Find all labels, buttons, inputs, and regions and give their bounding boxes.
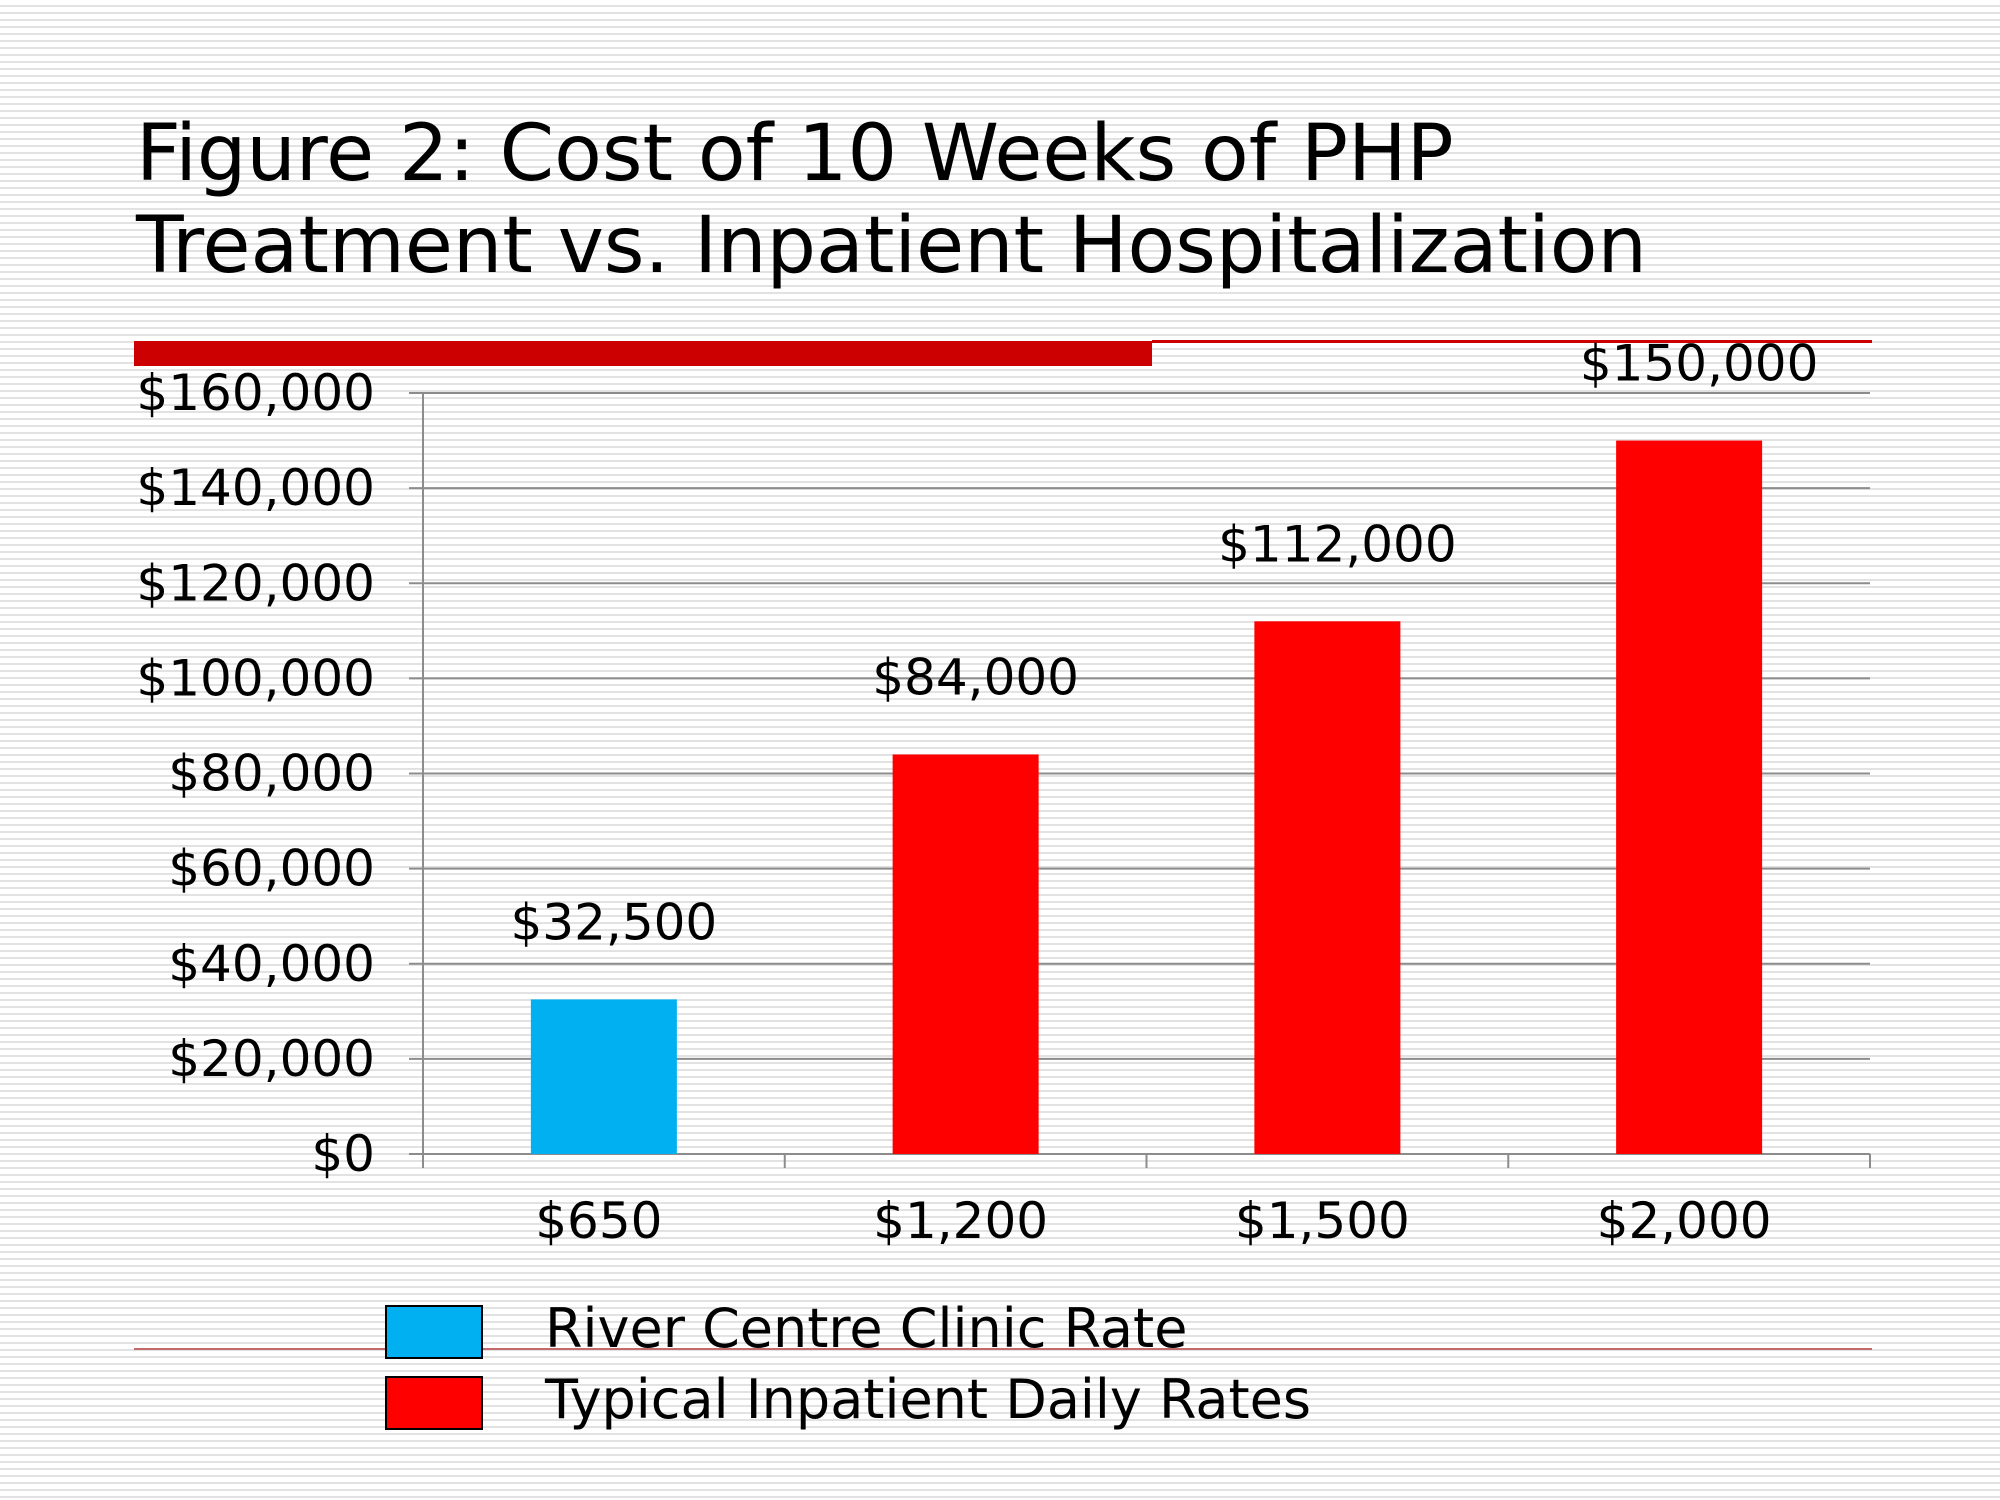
x-category-label: $650 bbox=[535, 1192, 662, 1250]
y-tick-label: $140,000 bbox=[136, 459, 375, 517]
chart-title: Figure 2: Cost of 10 Weeks of PHP Treatm… bbox=[136, 108, 1896, 292]
bar-value-label: $84,000 bbox=[872, 648, 1079, 706]
bar bbox=[892, 754, 1039, 1154]
legend-swatch-inpatient bbox=[385, 1376, 483, 1430]
y-tick-label: $40,000 bbox=[168, 935, 375, 993]
x-category-label: $1,200 bbox=[873, 1192, 1048, 1250]
bar-value-label: $150,000 bbox=[1580, 335, 1819, 393]
footer-divider bbox=[134, 1348, 1872, 1350]
bar bbox=[1254, 621, 1401, 1154]
title-underline-thick bbox=[134, 341, 1152, 366]
legend-label-river-centre: River Centre Clinic Rate bbox=[545, 1297, 1188, 1360]
legend-label-inpatient: Typical Inpatient Daily Rates bbox=[545, 1368, 1311, 1431]
bar bbox=[530, 999, 677, 1154]
x-category-label: $1,500 bbox=[1235, 1192, 1410, 1250]
y-tick-label: $120,000 bbox=[136, 554, 375, 612]
title-line-1: Figure 2: Cost of 10 Weeks of PHP bbox=[136, 109, 1454, 199]
y-tick-label: $100,000 bbox=[136, 649, 375, 707]
y-tick-label: $0 bbox=[311, 1125, 375, 1183]
title-line-2: Treatment vs. Inpatient Hospitalization bbox=[136, 201, 1647, 291]
bar-value-label: $112,000 bbox=[1218, 515, 1457, 573]
y-tick-label: $80,000 bbox=[168, 745, 375, 803]
bar bbox=[1616, 440, 1763, 1154]
y-tick-label: $160,000 bbox=[136, 364, 375, 422]
x-category-label: $2,000 bbox=[1597, 1192, 1772, 1250]
legend-swatch-river-centre bbox=[385, 1305, 483, 1359]
y-tick-label: $20,000 bbox=[168, 1030, 375, 1088]
bar-value-label: $32,500 bbox=[510, 893, 717, 951]
title-underline-thin bbox=[1152, 340, 1872, 343]
y-tick-label: $60,000 bbox=[168, 840, 375, 898]
